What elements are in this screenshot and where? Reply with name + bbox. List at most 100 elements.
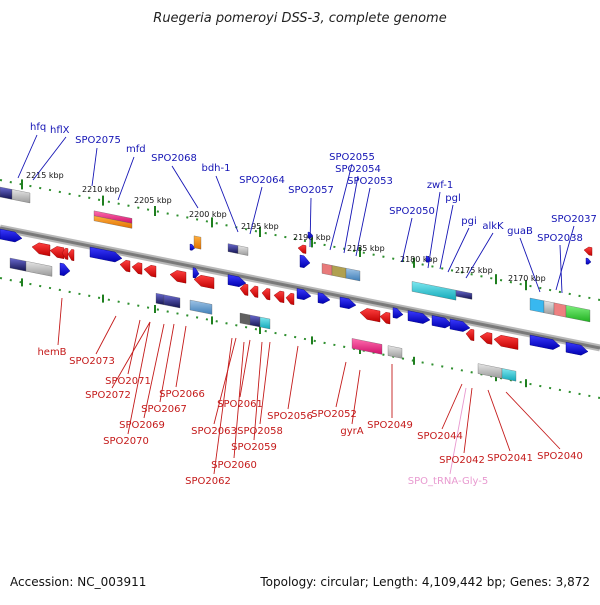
label-leader-line <box>447 227 470 273</box>
forward-gene-arrow <box>392 307 404 319</box>
forward-gene-arrow <box>431 315 453 329</box>
reverse-gene-arrow <box>49 246 65 260</box>
scale-tick-label: 2200 kbp <box>189 210 227 219</box>
gene-label: SPO2042 <box>439 455 485 466</box>
gene-label: SPO2071 <box>105 376 151 387</box>
gene-label: SPO2073 <box>69 356 115 367</box>
label-leader-line <box>465 232 494 279</box>
gene-label: gyrA <box>340 426 363 437</box>
reverse-gene-arrow <box>261 288 271 301</box>
label-leader-line <box>559 244 563 294</box>
reverse-gene-arrow <box>465 328 475 342</box>
forward-gene-arrow <box>0 228 23 243</box>
reverse-gene-arrow <box>143 264 157 278</box>
reverse-gene-arrow <box>273 290 285 304</box>
feature-box <box>351 338 383 355</box>
label-leader-line <box>213 337 237 425</box>
reverse-gene-arrow <box>285 292 295 306</box>
feature-box <box>11 189 31 204</box>
scale-tick-label: 2205 kbp <box>134 196 172 205</box>
scale-line-upper <box>0 179 600 301</box>
accession-text: Accession: NC_003911 <box>10 575 146 589</box>
genome-backbone <box>0 226 600 350</box>
feature-box <box>543 300 555 315</box>
reverse-gene-arrow <box>359 308 381 323</box>
label-leader-line <box>555 225 575 291</box>
label-leader-line <box>171 165 199 209</box>
feature-box <box>249 314 261 328</box>
reverse-gene-arrow <box>131 262 143 275</box>
label-leader-line <box>32 136 67 181</box>
map-title: Ruegeria pomeroyi DSS-3, complete genome <box>153 11 446 26</box>
reverse-gene-arrow <box>583 246 593 256</box>
feature-box <box>477 363 503 379</box>
label-leader-line <box>17 134 38 179</box>
forward-gene-arrow <box>59 262 71 277</box>
gene-label: hemB <box>37 347 66 358</box>
feature-box <box>455 290 473 300</box>
forward-gene-arrow <box>565 341 589 356</box>
reverse-gene-arrow <box>169 270 187 284</box>
label-leader-line <box>117 156 135 201</box>
label-leader-line <box>343 175 359 254</box>
scale-tick-label: 2215 kbp <box>26 171 64 180</box>
label-leader-line <box>439 204 454 270</box>
gene-label: SPO2055 <box>329 152 375 163</box>
feature-box <box>239 312 251 326</box>
forward-gene-arrow <box>449 318 471 332</box>
feature-box <box>9 257 27 272</box>
forward-gene-arrow <box>299 254 311 269</box>
gene-label: SPO2056 <box>267 411 313 422</box>
reverse-gene-arrow <box>193 274 215 290</box>
feature-box <box>155 293 165 305</box>
gene-label: alkK <box>482 221 504 232</box>
label-leader-line <box>239 339 251 398</box>
gene-label: zwf-1 <box>427 180 453 191</box>
feature-box <box>565 305 591 323</box>
gene-label: SPO2062 <box>185 476 231 487</box>
label-leader-line <box>519 237 541 293</box>
forward-gene-arrow <box>339 296 357 310</box>
gene-label: hflX <box>50 125 70 136</box>
label-leader-line <box>335 361 347 408</box>
feature-box <box>321 263 333 276</box>
label-leader-line <box>127 321 151 435</box>
gene-label: pgi <box>461 216 476 227</box>
gene-features <box>0 186 593 382</box>
label-leader-line <box>57 297 63 346</box>
feature-box <box>93 215 133 229</box>
label-leader-line <box>143 323 165 419</box>
label-leader-line <box>111 321 151 389</box>
reverse-gene-arrow <box>493 334 519 350</box>
reverse-gene-arrow <box>31 242 51 257</box>
reverse-gene-arrow <box>297 244 307 254</box>
gene-label: SPO2057 <box>288 185 334 196</box>
feature-box <box>553 302 567 318</box>
scale-tick-label: 2185 kbp <box>347 244 385 253</box>
feature-box <box>193 235 202 250</box>
gene-label: bdh-1 <box>201 163 230 174</box>
label-leader-line <box>309 197 312 248</box>
forward-gene-arrow <box>585 257 592 265</box>
label-leader-line <box>253 341 263 441</box>
reverse-gene-arrow <box>61 247 69 260</box>
scale-tick-label: 2180 kbp <box>400 255 438 264</box>
feature-box <box>345 268 361 282</box>
reverse-gene-arrow <box>67 249 75 262</box>
label-leader-line <box>449 387 467 475</box>
forward-gene-arrow <box>296 288 312 301</box>
label-leader-line <box>249 186 263 235</box>
feature-box <box>501 368 517 382</box>
gene-label: SPO2075 <box>75 135 121 146</box>
gene-label: guaB <box>507 226 533 237</box>
gene-label: SPO2064 <box>239 175 285 186</box>
reverse-gene-arrow <box>239 283 249 296</box>
gene-label: SPO2070 <box>103 436 149 447</box>
gene-label: SPO2054 <box>335 164 381 175</box>
feature-box <box>387 345 403 359</box>
label-leader-line <box>355 187 371 257</box>
genome-summary-text: Topology: circular; Length: 4,109,442 bp… <box>259 575 590 589</box>
forward-gene-arrow <box>227 274 247 288</box>
scale-line-lower <box>0 277 600 399</box>
